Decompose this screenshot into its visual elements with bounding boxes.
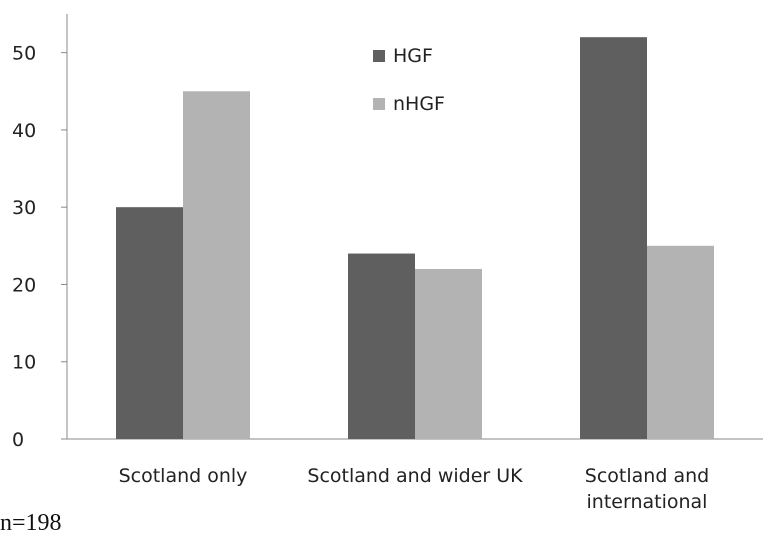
bar-nhgf-1: [415, 269, 482, 439]
y-tick-label: 10: [12, 352, 36, 374]
x-tick-label: Scotland and wider UK: [307, 465, 523, 487]
y-tick-label: 40: [12, 120, 36, 142]
legend-swatch-hgf: [373, 50, 385, 62]
bar-nhgf-0: [183, 91, 250, 439]
x-tick-label: Scotland only: [119, 465, 248, 487]
legend-swatch-nhgf: [373, 98, 385, 110]
y-tick-label: 0: [12, 429, 24, 451]
y-tick-label: 20: [12, 274, 36, 296]
y-axis: 0 10 20 30 40 50: [12, 14, 68, 451]
legend-label-nhgf: nHGF: [393, 93, 445, 115]
x-tick-label: international: [587, 491, 708, 513]
y-tick-label: 30: [12, 197, 36, 219]
y-tick-label: 50: [12, 43, 36, 65]
sample-size-note: n=198: [0, 510, 62, 536]
bars: [116, 37, 714, 439]
bar-hgf-0: [116, 207, 183, 439]
legend-label-hgf: HGF: [393, 45, 433, 67]
bar-nhgf-2: [647, 245, 714, 439]
x-axis: Scotland only Scotland and wider UK Scotla…: [61, 438, 763, 513]
bar-hgf-2: [580, 37, 647, 439]
legend: HGF nHGF: [373, 45, 445, 115]
bar-hgf-1: [348, 253, 415, 439]
x-tick-label: Scotland and: [585, 465, 709, 487]
